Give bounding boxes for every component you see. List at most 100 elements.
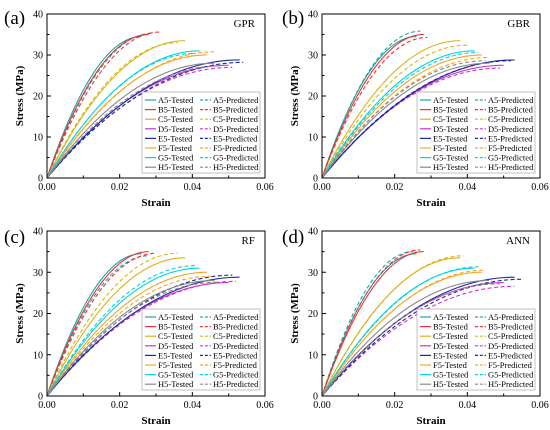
predicted-curve-a5 [321,251,413,397]
legend-label-predicted: E5-Predicted [213,350,258,360]
legend-label-predicted: A5-Predicted [488,95,534,105]
panel-letter: (d) [282,227,304,248]
legend-label-predicted: A5-Predicted [488,312,534,322]
legend-label-predicted: B5-Predicted [488,322,534,332]
legend-label-predicted: A5-Predicted [213,312,259,322]
legend-box [416,91,536,174]
y-tick-label: 10 [33,350,43,361]
x-tick-label: 0.02 [386,400,404,411]
x-tick-label: 0.02 [386,182,404,193]
legend-label-tested: E5-Tested [433,133,468,143]
panel-gbr: 0.00 0.02 0.04 0.06 0 10 20 30 40 Strain Stress (M… [282,8,549,209]
legend-label-tested: C5-Tested [158,114,194,124]
predicted-curve-b5 [321,249,421,397]
predicted-curve-f5 [46,275,211,397]
legend-box [416,308,536,391]
x-tick-label: 0.00 [313,182,331,193]
curves [46,251,240,397]
x-tick-label: 0.02 [111,182,129,193]
legend-label-tested: F5-Tested [433,143,468,153]
legend-label-predicted: E5-Predicted [488,350,533,360]
y-tick-label: 40 [33,227,43,238]
x-tick-label: 0.04 [459,182,477,193]
y-tick-label: 10 [308,350,318,361]
legend-label-predicted: G5-Predicted [213,153,259,163]
legend-label-predicted: F5-Predicted [488,143,533,153]
legend-label-tested: B5-Tested [158,322,194,332]
y-tick-label: 20 [308,309,318,320]
legend-label-tested: A5-Tested [158,312,194,322]
legend-label-predicted: A5-Predicted [213,95,259,105]
tested-curve-a5 [46,253,142,397]
legend-label-tested: C5-Tested [433,114,469,124]
tested-curve-b5 [46,251,149,397]
legend-label-tested: G5-Tested [433,370,469,380]
legend-label-tested: G5-Tested [433,153,469,163]
tested-curve-h5 [46,62,215,179]
tested-curve-b5 [321,33,424,179]
legend-label-tested: D5-Tested [433,124,469,134]
tested-curve-b5 [321,251,424,397]
x-tick-label: 0.04 [184,182,202,193]
y-tick-label: 0 [38,392,43,403]
y-tick-label: 0 [313,174,318,185]
legend-label-tested: H5-Tested [158,379,194,389]
y-tick-label: 20 [33,309,43,320]
model-name: RF [242,235,255,247]
legend-label-predicted: D5-Predicted [213,341,259,351]
y-tick-label: 30 [308,51,318,62]
x-tick-label: 0.00 [313,400,331,411]
tested-curve-c5 [46,257,186,397]
x-tick-label: 0.04 [459,400,477,411]
legend-label-predicted: C5-Predicted [213,331,259,341]
x-tick-label: 0.06 [256,182,274,193]
legend-label-tested: A5-Tested [433,95,469,105]
legend-label-tested: A5-Tested [433,312,469,322]
tested-curve-h5 [46,279,215,397]
tested-curve-h5 [321,279,490,397]
legend-label-predicted: H5-Predicted [488,162,534,172]
y-tick-label: 0 [313,392,318,403]
legend-label-tested: C5-Tested [433,331,469,341]
x-tick-label: 0.04 [184,400,202,411]
x-axis-title: Strain [141,197,170,209]
legend-label-predicted: F5-Predicted [488,360,533,370]
predicted-curve-h5 [46,65,222,179]
model-name: ANN [506,235,530,247]
predicted-curve-h5 [321,60,486,179]
legend: A5-Tested A5-Predicted B5-Tested B5-Predict… [416,91,536,174]
y-tick-label: 30 [33,51,43,62]
legend-label-tested: B5-Tested [158,105,194,115]
panel-ann: 0.00 0.02 0.04 0.06 0 10 20 30 40 Strain Stress (M… [282,227,549,428]
legend-label-predicted: F5-Predicted [213,143,258,153]
y-axis-title: Stress (MPa) [14,65,26,126]
predicted-curve-g5 [321,51,479,179]
x-tick-label: 0.02 [111,400,129,411]
legend-label-tested: B5-Tested [433,322,469,332]
y-tick-label: 40 [308,10,318,21]
legend-label-predicted: G5-Predicted [488,153,534,163]
predicted-curve-f5 [321,269,486,397]
predicted-curve-c5 [46,42,178,179]
predicted-curve-g5 [46,52,196,179]
legend-label-tested: E5-Tested [158,133,193,143]
legend: A5-Tested A5-Predicted B5-Tested B5-Predict… [416,308,536,391]
x-axis-title: Strain [416,197,445,209]
predicted-curve-e5 [321,278,522,397]
tested-curve-c5 [46,40,186,179]
legend-label-predicted: H5-Predicted [213,162,259,172]
y-axis-title: Stress (MPa) [289,283,301,344]
tested-curve-h5 [321,62,490,179]
x-axis-title: Strain [416,415,445,427]
tested-curve-a5 [46,36,142,179]
legend-label-predicted: D5-Predicted [488,341,534,351]
legend-label-predicted: D5-Predicted [213,124,259,134]
x-axis-title: Strain [141,415,170,427]
x-tick-label: 0.06 [531,182,549,193]
x-tick-label: 0.00 [38,182,56,193]
y-tick-label: 30 [33,268,43,279]
predicted-curve-c5 [46,252,178,397]
legend-label-predicted: C5-Predicted [213,114,259,124]
legend-label-predicted: F5-Predicted [213,360,258,370]
y-tick-label: 20 [33,92,43,103]
